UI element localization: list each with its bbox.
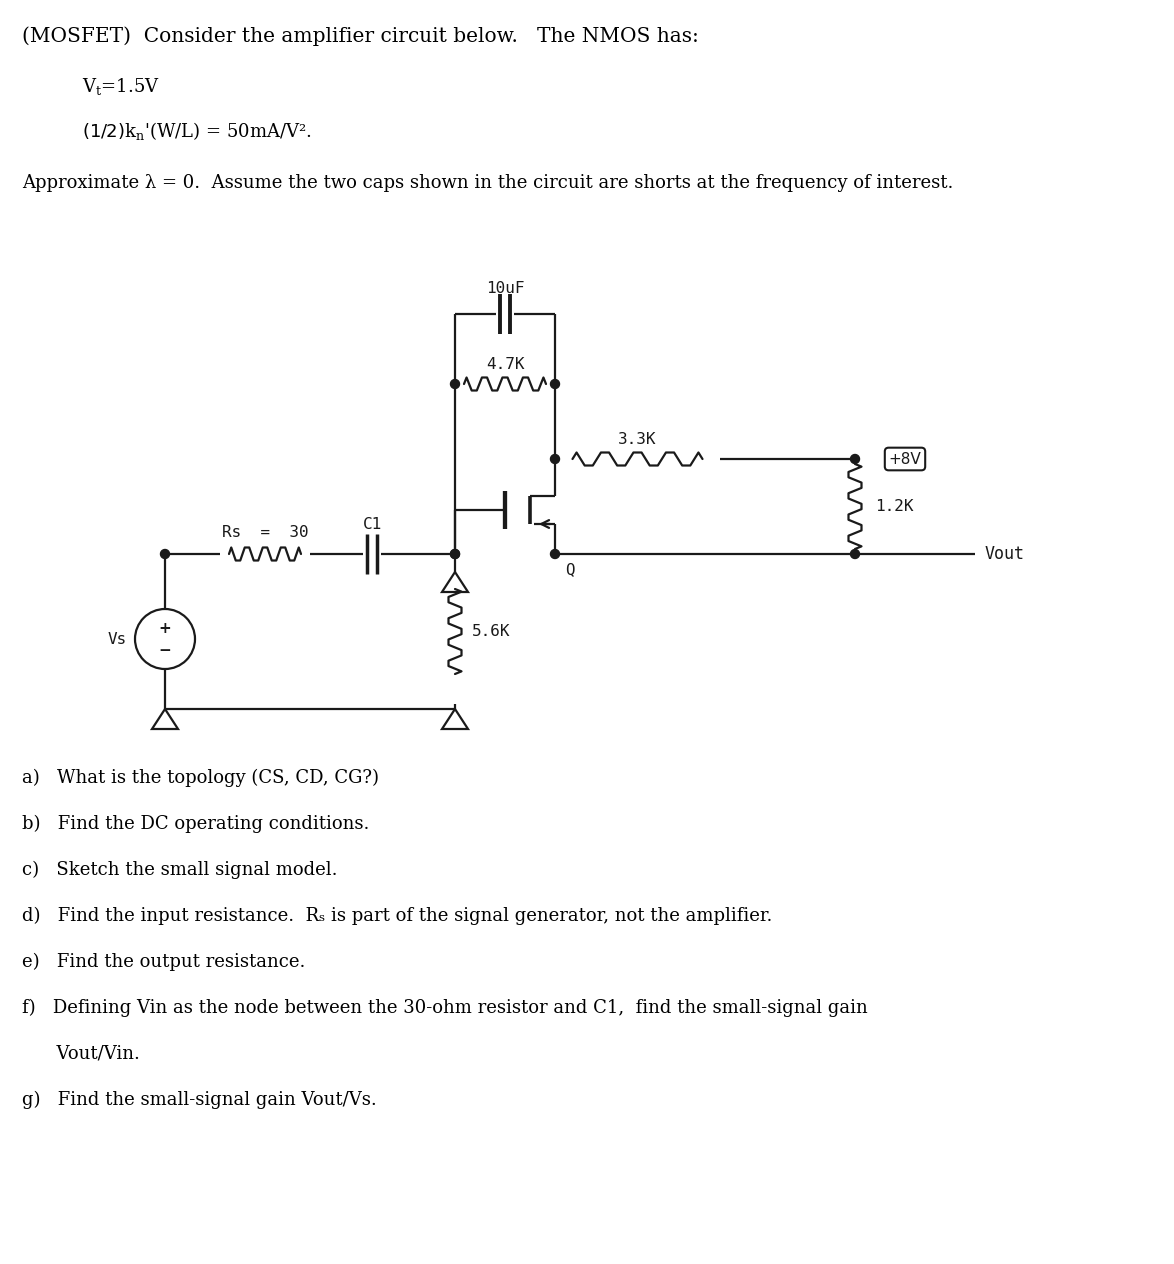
Text: $(1/2)\mathregular{k_n}$'(W/L) = 50mA/V².: $(1/2)\mathregular{k_n}$'(W/L) = 50mA/V²…: [82, 120, 311, 142]
Text: a)   What is the topology (CS, CD, CG?): a) What is the topology (CS, CD, CG?): [22, 769, 379, 787]
Circle shape: [551, 379, 560, 388]
Text: 10uF: 10uF: [486, 281, 525, 296]
Text: 4.7K: 4.7K: [486, 356, 525, 372]
Circle shape: [451, 379, 459, 388]
Text: Approximate λ = 0.  Assume the two caps shown in the circuit are shorts at the f: Approximate λ = 0. Assume the two caps s…: [22, 174, 953, 192]
Circle shape: [850, 455, 859, 464]
Circle shape: [161, 550, 169, 559]
Text: 5.6K: 5.6K: [472, 624, 511, 640]
Text: 3.3K: 3.3K: [619, 432, 656, 447]
Text: 1.2K: 1.2K: [875, 499, 913, 514]
Text: e)   Find the output resistance.: e) Find the output resistance.: [22, 953, 305, 971]
Text: d)   Find the input resistance.  Rₛ is part of the signal generator, not the amp: d) Find the input resistance. Rₛ is part…: [22, 908, 772, 925]
Text: +8V: +8V: [889, 451, 922, 466]
Text: g)   Find the small-signal gain Vout/Vs.: g) Find the small-signal gain Vout/Vs.: [22, 1091, 377, 1110]
Circle shape: [551, 455, 560, 464]
Text: Vs: Vs: [108, 632, 127, 646]
Text: b)   Find the DC operating conditions.: b) Find the DC operating conditions.: [22, 815, 370, 833]
Text: f)   Defining Vin as the node between the 30-ohm resistor and C1,  find the smal: f) Defining Vin as the node between the …: [22, 999, 868, 1018]
Text: −: −: [158, 642, 171, 657]
Text: Vout/Vin.: Vout/Vin.: [22, 1045, 140, 1063]
Circle shape: [850, 550, 859, 559]
Text: Vout: Vout: [985, 545, 1025, 562]
Text: C1: C1: [363, 517, 382, 532]
Text: (MOSFET)  Consider the amplifier circuit below.   The NMOS has:: (MOSFET) Consider the amplifier circuit …: [22, 27, 699, 46]
Text: Q: Q: [565, 562, 574, 576]
Text: +: +: [158, 621, 171, 636]
Circle shape: [551, 550, 560, 559]
Circle shape: [451, 550, 459, 559]
Circle shape: [451, 550, 459, 559]
Text: Rs  =  30: Rs = 30: [222, 525, 309, 540]
Text: $\mathregular{V_t}$=1.5V: $\mathregular{V_t}$=1.5V: [82, 76, 160, 97]
Text: c)   Sketch the small signal model.: c) Sketch the small signal model.: [22, 861, 337, 880]
